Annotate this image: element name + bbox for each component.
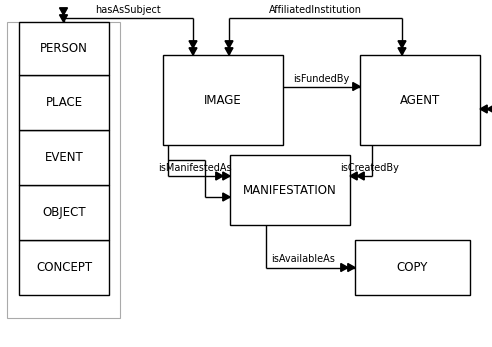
Polygon shape [398, 41, 406, 48]
Text: PERSON: PERSON [40, 42, 88, 55]
Text: OBJECT: OBJECT [42, 206, 86, 219]
Bar [360, 55, 480, 145]
Bar [230, 155, 350, 225]
Bar [19, 240, 109, 295]
Bar [19, 22, 109, 75]
Polygon shape [223, 193, 230, 201]
Polygon shape [357, 172, 364, 180]
Polygon shape [189, 41, 197, 48]
Polygon shape [341, 263, 348, 271]
Text: isFundedBy: isFundedBy [293, 74, 350, 84]
Polygon shape [350, 172, 357, 180]
Polygon shape [348, 263, 355, 271]
Polygon shape [353, 83, 360, 91]
Text: isManifestedAs: isManifestedAs [158, 163, 232, 173]
Text: hasAsSubject: hasAsSubject [95, 5, 161, 15]
Text: EVENT: EVENT [45, 151, 83, 164]
Polygon shape [480, 105, 487, 113]
Polygon shape [60, 15, 67, 22]
Polygon shape [223, 172, 230, 180]
Polygon shape [189, 48, 197, 55]
Text: COPY: COPY [397, 261, 428, 274]
Bar [19, 75, 109, 130]
Text: isAvailableAs: isAvailableAs [271, 254, 335, 264]
Bar [355, 240, 470, 295]
Bar [7, 22, 120, 318]
Polygon shape [225, 48, 233, 55]
Text: PLACE: PLACE [45, 96, 83, 109]
Polygon shape [216, 172, 223, 180]
Polygon shape [398, 48, 406, 55]
Text: IMAGE: IMAGE [204, 93, 242, 107]
Polygon shape [487, 105, 492, 113]
Text: isCreatedBy: isCreatedBy [340, 163, 400, 173]
Text: AGENT: AGENT [400, 93, 440, 107]
Bar [19, 130, 109, 185]
Text: AffiliatedInstitution: AffiliatedInstitution [269, 5, 362, 15]
Polygon shape [225, 41, 233, 48]
Text: CONCEPT: CONCEPT [36, 261, 92, 274]
Bar [163, 55, 283, 145]
Polygon shape [60, 8, 67, 15]
Text: MANIFESTATION: MANIFESTATION [243, 184, 337, 196]
Bar [19, 185, 109, 240]
